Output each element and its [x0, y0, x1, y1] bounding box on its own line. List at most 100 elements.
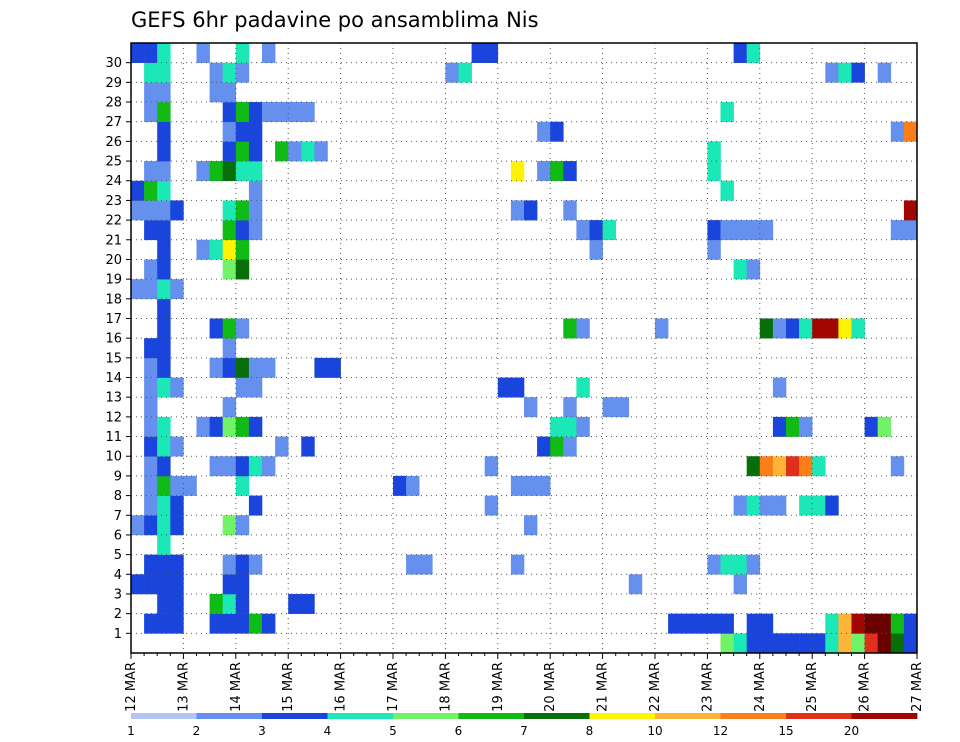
heatmap-cell: [799, 495, 813, 516]
colorbar-label: 10: [647, 724, 662, 738]
heatmap-cell: [786, 318, 800, 339]
y-tick-label: 2: [114, 607, 122, 622]
heatmap-cell: [248, 121, 263, 142]
heatmap-cell: [524, 475, 538, 496]
heatmap-cell: [144, 102, 158, 123]
heatmap-cell: [209, 161, 223, 182]
heatmap-cell: [537, 121, 551, 142]
heatmap-cell: [209, 416, 223, 437]
heatmap-cell: [733, 43, 747, 63]
heatmap-cell: [275, 102, 289, 123]
heatmap-cell: [537, 436, 551, 457]
heatmap-cell: [235, 357, 250, 378]
heatmap-cell: [484, 456, 499, 477]
heatmap-cell: [838, 318, 852, 339]
heatmap-cell: [563, 161, 577, 182]
y-tick-label: 18: [105, 292, 122, 307]
heatmap-cell: [235, 102, 250, 123]
y-tick-label: 4: [114, 568, 122, 583]
heatmap-cell: [235, 593, 250, 614]
colorbar-segment: [786, 713, 852, 719]
heatmap-cell: [170, 593, 184, 614]
grid-lines: [131, 43, 917, 653]
heatmap-cell: [903, 220, 918, 241]
heatmap-cell: [707, 161, 721, 182]
heatmap-cell: [222, 259, 237, 280]
heatmap-cell: [563, 200, 577, 221]
y-tick-label: 27: [105, 115, 122, 130]
heatmap-cell: [144, 338, 158, 359]
heatmap-cell: [786, 416, 800, 437]
heatmap-cell: [707, 239, 721, 260]
colorbar-segment: [655, 713, 721, 719]
heatmap-cell: [589, 220, 603, 241]
heatmap-cell: [864, 633, 878, 654]
heatmap-cell: [772, 377, 787, 398]
y-tick-label: 23: [105, 194, 122, 209]
heatmap-cell: [419, 554, 433, 575]
heatmap-cell: [144, 416, 158, 437]
y-tick-label: 16: [105, 332, 122, 347]
heatmap-cell: [209, 456, 223, 477]
heatmap-cell: [235, 456, 250, 477]
heatmap-cell: [406, 554, 420, 575]
y-tick-label: 30: [105, 56, 122, 71]
y-tick-label: 15: [105, 351, 122, 366]
heatmap-cell: [602, 220, 616, 241]
y-tick-label: 3: [114, 587, 122, 602]
heatmap-cell: [510, 161, 525, 182]
heatmap-cell: [157, 416, 171, 437]
heatmap-cell: [144, 82, 158, 103]
heatmap-cell: [144, 62, 158, 83]
heatmap-cell: [157, 161, 171, 182]
heatmap-cell: [733, 574, 747, 595]
x-tick-label: 20 MAR: [543, 662, 558, 712]
y-tick-label: 24: [105, 174, 122, 189]
heatmap-cell: [209, 357, 223, 378]
heatmap-cell: [170, 377, 184, 398]
heatmap-cell: [484, 43, 499, 63]
heatmap-cell: [576, 220, 590, 241]
heatmap-cell: [458, 62, 472, 83]
heatmap-cell: [471, 43, 485, 63]
heatmap-cell: [694, 613, 708, 634]
heatmap-cell: [890, 633, 905, 654]
x-tick-label: 23 MAR: [700, 662, 715, 712]
heatmap-cell: [759, 456, 774, 477]
heatmap-cell: [235, 43, 250, 63]
heatmap-cell: [537, 475, 551, 496]
heatmap-cell: [144, 456, 158, 477]
heatmap-cell: [235, 613, 250, 634]
y-tick-label: 10: [105, 450, 122, 465]
heatmap-cell: [877, 633, 892, 654]
heatmap-cell: [262, 613, 276, 634]
colorbar-label: 20: [844, 724, 859, 738]
heatmap-cell: [903, 200, 918, 221]
heatmap-cell: [157, 515, 171, 536]
heatmap-cell: [668, 613, 682, 634]
heatmap-cell: [157, 613, 171, 634]
heatmap-cell: [786, 456, 800, 477]
heatmap-cell: [157, 357, 171, 378]
heatmap-cell: [550, 121, 564, 142]
heatmap-cell: [131, 200, 145, 221]
heatmap-cell: [144, 377, 158, 398]
heatmap-cell: [144, 554, 158, 575]
heatmap-cell: [144, 574, 158, 595]
x-tick-label: 18 MAR: [438, 662, 453, 712]
y-tick-label: 6: [114, 528, 122, 543]
heatmap-cell: [733, 495, 747, 516]
heatmap-cell: [576, 416, 590, 437]
heatmap-cell: [563, 397, 577, 418]
heatmap-cell: [157, 318, 171, 339]
y-tick-label: 9: [114, 469, 122, 484]
heatmap-cell: [235, 318, 250, 339]
heatmap-cell: [746, 554, 761, 575]
heatmap-cell: [825, 318, 839, 339]
heatmap-cell: [157, 239, 171, 260]
heatmap-cell: [170, 475, 184, 496]
heatmap-cell: [144, 397, 158, 418]
heatmap-cell: [222, 318, 237, 339]
x-tick-label: 17 MAR: [386, 662, 401, 712]
heatmap-cell: [235, 554, 250, 575]
